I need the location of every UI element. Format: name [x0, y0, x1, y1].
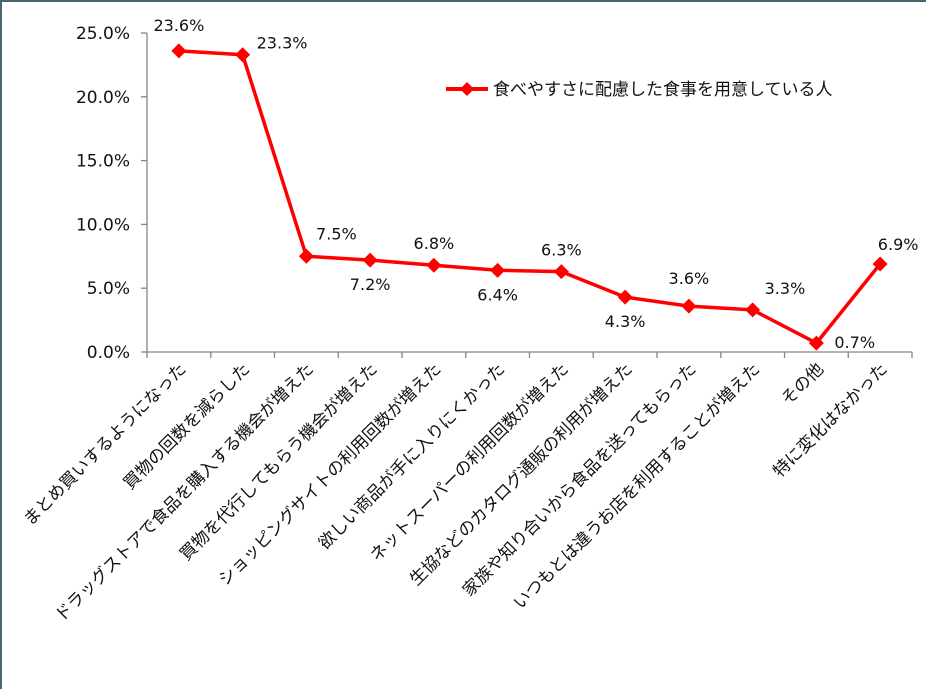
x-category-label: 家族や知り合いから食品を送ってもらった — [459, 359, 700, 600]
y-tick-label: 5.0% — [87, 279, 130, 299]
diamond-marker-icon — [171, 43, 187, 59]
data-label: 23.3% — [257, 34, 308, 53]
diamond-marker-icon — [617, 289, 633, 305]
series-markers — [171, 43, 888, 351]
data-label: 0.7% — [834, 333, 875, 352]
diamond-marker-icon — [872, 256, 888, 272]
legend-label: 食べやすさに配慮した食事を用意している人 — [493, 80, 833, 100]
data-label: 7.5% — [316, 224, 357, 243]
diamond-marker-icon — [426, 257, 442, 273]
data-label: 6.4% — [477, 285, 518, 304]
data-label: 7.2% — [350, 275, 391, 294]
series-line — [178, 49, 882, 345]
diamond-marker-icon — [490, 262, 506, 278]
x-category-label: 特に変化はなかった — [769, 359, 891, 481]
y-tick-label: 10.0% — [76, 215, 130, 235]
x-category-label: ショッピングサイトの利用回数が増えた — [215, 359, 446, 590]
y-tick-label: 20.0% — [76, 88, 130, 108]
data-label: 6.8% — [414, 234, 455, 253]
y-tick-label: 15.0% — [76, 152, 130, 172]
data-label: 6.3% — [541, 241, 582, 260]
x-category-label: ドラッグストアで食品を購入する機会が増えた — [51, 359, 318, 626]
diamond-marker-icon — [553, 264, 569, 280]
diamond-marker-icon — [681, 298, 697, 314]
x-category-label: 買物の回数を減らした — [120, 359, 254, 493]
diamond-marker-icon — [298, 248, 314, 264]
y-tick-label: 0.0% — [87, 343, 130, 363]
legend-diamond-icon — [460, 82, 474, 96]
legend: 食べやすさに配慮した食事を用意している人 — [446, 80, 833, 100]
diamond-marker-icon — [808, 335, 824, 351]
data-labels: 23.6% 23.3% 7.5% 7.2% 6.8% 6.4% 6.3% 4.3% 3.6% 3.… — [153, 16, 918, 352]
x-category-label: 生協などのカタログ通販の利用が増えた — [406, 359, 637, 590]
diamond-marker-icon — [235, 47, 251, 63]
y-axis: 0.0% 5.0% 10.0% 15.0% 20.0% 25.0% — [76, 24, 148, 363]
x-axis — [146, 351, 913, 358]
data-label: 6.9% — [878, 235, 919, 254]
y-tick-label: 25.0% — [76, 24, 130, 44]
diamond-marker-icon — [745, 302, 761, 318]
x-category-label: その他 — [778, 359, 828, 409]
series-polyline — [178, 49, 882, 345]
diamond-marker-icon — [362, 252, 378, 268]
data-label: 3.6% — [669, 269, 710, 288]
data-label: 23.6% — [153, 16, 204, 35]
x-category-labels: まとめ買いするようになった買物の回数を減らしたドラッグストアで食品を購入する機会… — [20, 359, 892, 626]
data-label: 3.3% — [765, 279, 806, 298]
data-label: 4.3% — [605, 312, 646, 331]
